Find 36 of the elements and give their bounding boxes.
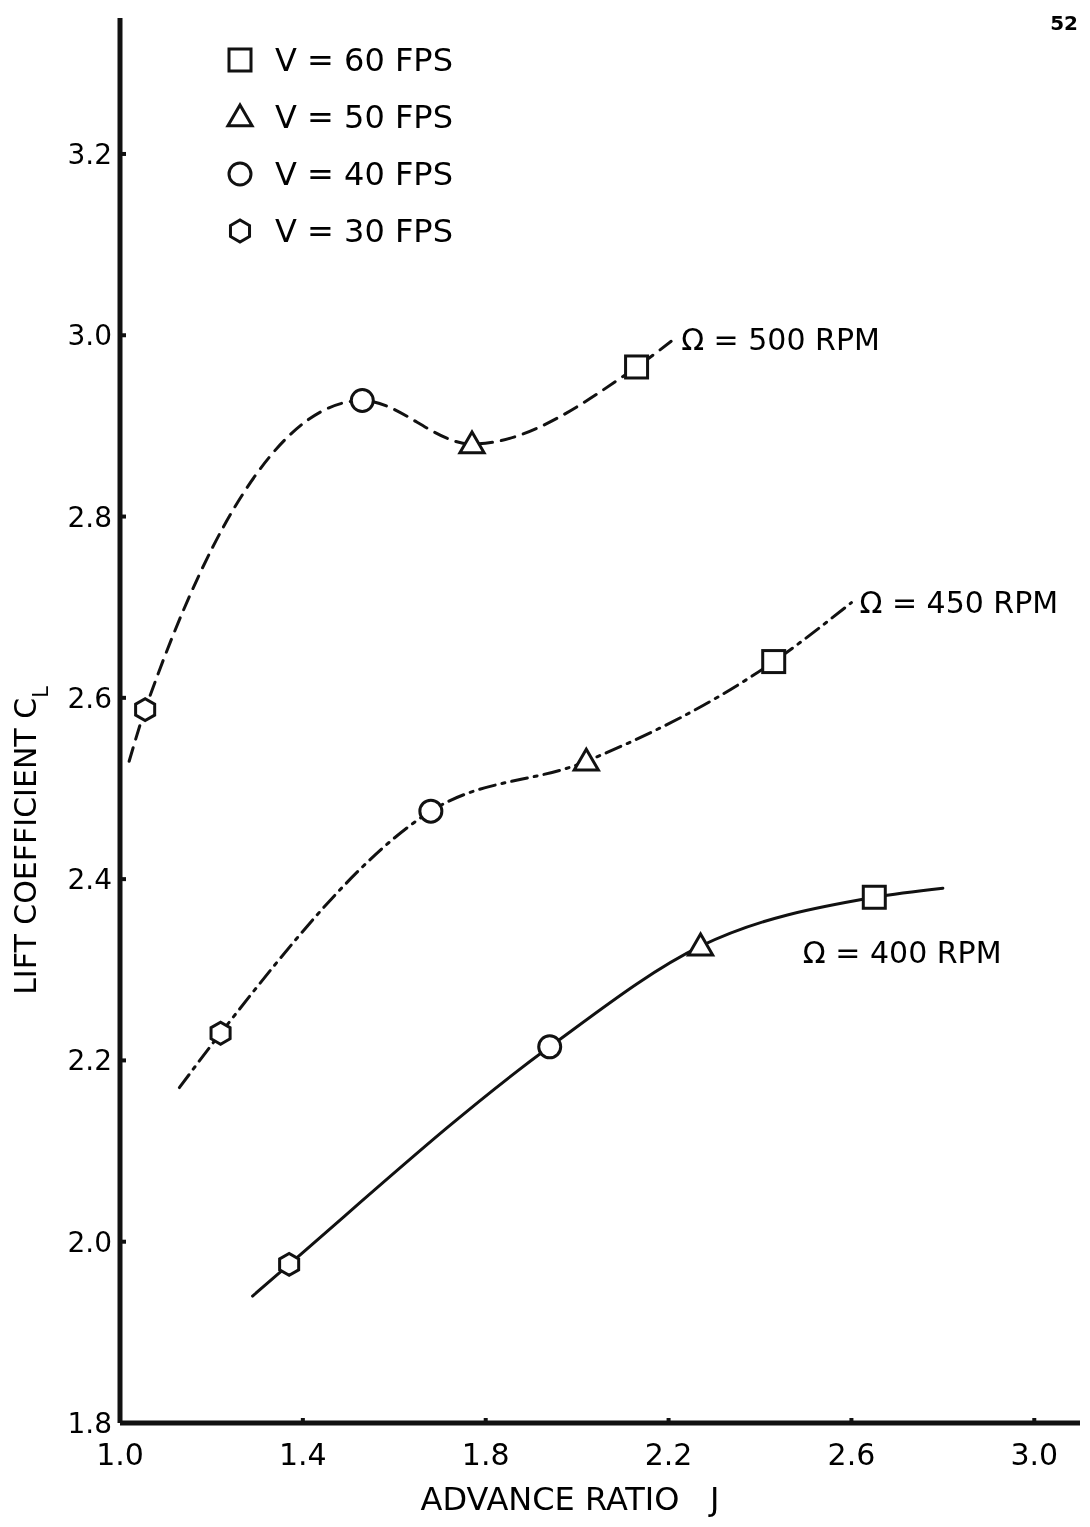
y-tick-label: 3.2	[67, 137, 112, 171]
x-tick-label: 2.6	[827, 1437, 876, 1472]
series-label: Ω = 400 RPM	[802, 935, 1002, 971]
point	[209, 1020, 232, 1046]
y-tick-label: 2.0	[67, 1225, 112, 1259]
x-tick-label: 1.4	[279, 1437, 327, 1472]
point	[418, 798, 444, 824]
legend-label: V = 30 FPS	[275, 212, 453, 250]
y-tick-label: 3.0	[67, 319, 112, 353]
point	[761, 649, 787, 675]
legend-label: V = 60 FPS	[275, 41, 453, 79]
x-tick-label: 3.0	[1010, 1437, 1059, 1472]
point	[861, 884, 887, 910]
series-label: Ω = 450 RPM	[859, 584, 1059, 620]
point	[349, 388, 375, 414]
y-tick-label: 2.2	[67, 1044, 112, 1078]
x-tick-label: 1.8	[461, 1437, 510, 1472]
legend-label: V = 40 FPS	[275, 155, 453, 193]
point	[537, 1034, 563, 1060]
point	[458, 430, 486, 455]
y-tick-label: 2.8	[67, 500, 112, 534]
point	[278, 1251, 301, 1277]
x-tick-label: 1.0	[96, 1437, 144, 1472]
line-series	[127, 338, 675, 763]
point	[572, 747, 600, 772]
annotation: 52	[1050, 11, 1078, 35]
series-label: Ω = 500 RPM	[681, 321, 880, 357]
point	[624, 354, 650, 380]
legend-label: V = 50 FPS	[275, 98, 453, 136]
y-tick-label: 2.4	[67, 863, 112, 897]
y-tick-label: 1.8	[67, 1407, 112, 1440]
point	[686, 932, 715, 957]
x-tick-label: 2.2	[644, 1437, 693, 1472]
point	[134, 697, 157, 723]
x-axis-title: ADVANCE RATIO J	[420, 1480, 720, 1518]
y-tick-label: 2.6	[67, 681, 112, 715]
